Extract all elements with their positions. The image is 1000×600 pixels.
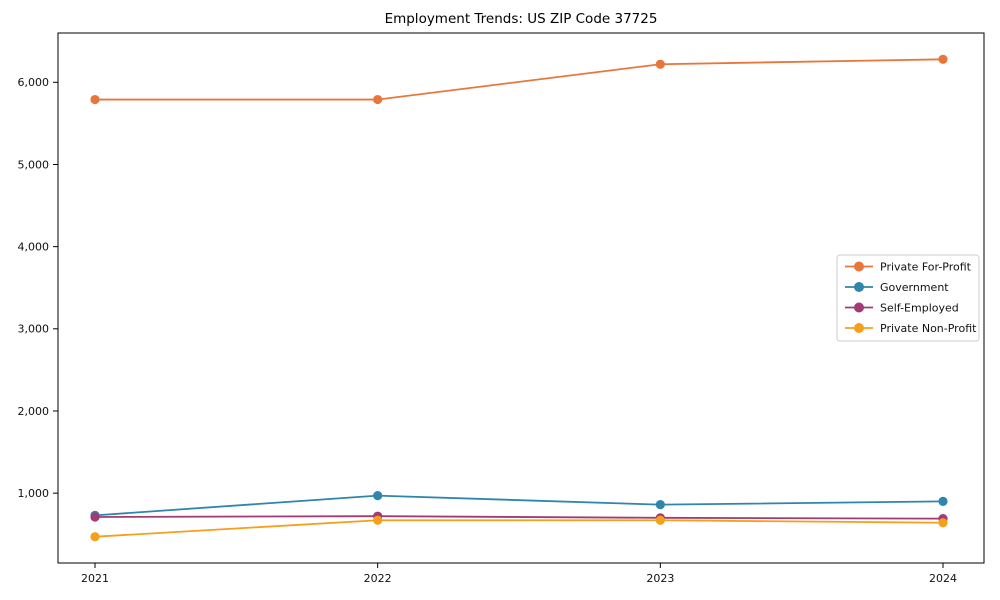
- legend-label-government: Government: [880, 281, 949, 294]
- series-line-private-for-profit: [95, 58, 944, 101]
- legend-label-private-non-profit: Private Non-Profit: [880, 322, 977, 335]
- x-axis-tick-label: 2023: [646, 572, 674, 585]
- legend-label-private-for-profit: Private For-Profit: [880, 260, 972, 273]
- x-axis-tick-label: 2021: [81, 572, 109, 585]
- y-axis-tick-label: 5,000: [18, 158, 50, 171]
- data-point-private-for-profit: [90, 94, 100, 105]
- data-point-government: [655, 500, 665, 510]
- legend-box: [836, 254, 980, 342]
- series-line-private-non-profit: [94, 519, 944, 538]
- data-point-government: [938, 496, 948, 506]
- legend-sample-marker: [854, 282, 864, 292]
- data-point-private-for-profit: [655, 59, 665, 69]
- y-axis-tick-label: 4,000: [18, 240, 50, 253]
- series-line-self-employed: [94, 515, 944, 520]
- x-axis-tick-label: 2024: [929, 572, 957, 585]
- legend-sample-marker: [854, 261, 864, 272]
- y-axis-tick-label: 2,000: [18, 405, 50, 418]
- y-axis-tick-label: 3,000: [18, 323, 50, 336]
- data-point-private-for-profit: [938, 54, 948, 64]
- legend-sample-marker: [854, 323, 864, 333]
- x-axis-tick-label: 2022: [364, 572, 392, 585]
- data-point-private-for-profit: [373, 94, 383, 105]
- data-point-private-non-profit: [90, 532, 100, 542]
- data-point-private-non-profit: [655, 515, 665, 525]
- chart-title: Employment Trends: US ZIP Code 37725: [384, 11, 658, 27]
- data-point-government: [373, 491, 383, 501]
- series-line-government: [94, 494, 944, 517]
- y-axis-tick-label: 6,000: [18, 76, 50, 89]
- legend-label-self-employed: Self-Employed: [880, 301, 959, 314]
- plot-frame: [57, 32, 985, 564]
- data-point-self-employed: [90, 512, 100, 522]
- data-point-private-non-profit: [938, 518, 948, 528]
- legend-sample-marker: [854, 302, 864, 313]
- y-axis-tick-label: 1,000: [18, 487, 50, 500]
- data-point-private-non-profit: [373, 515, 383, 525]
